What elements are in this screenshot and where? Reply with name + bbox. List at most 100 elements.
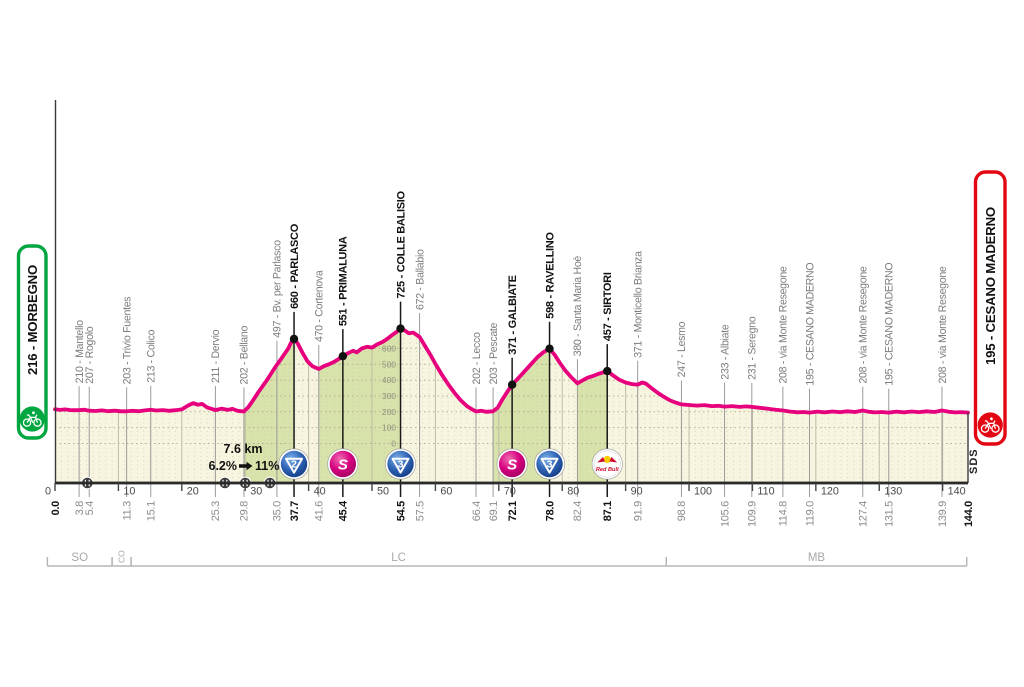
waypoint-label: 208 - via Monte Resegone — [937, 266, 949, 383]
waypoint-label: 207 - Rogolo — [84, 326, 96, 383]
waypoint-label: 202 - Bellano — [239, 326, 251, 385]
km-axis-ticks: 0 10 20 30 40 50 60 70 80 90 100 110 120 130 140 — [45, 483, 966, 498]
distance-label: 11.3 — [121, 501, 133, 521]
waypoint-label: 371 - Monticello Brianza — [632, 251, 644, 358]
distance-label: 72.1 — [507, 501, 519, 521]
distance-label: 91.9 — [632, 501, 644, 521]
km-tick-label: 50 — [377, 486, 389, 498]
red-bull-km-icon: Red Bull — [591, 448, 623, 480]
km-tick-label: 110 — [757, 486, 774, 498]
finish-badge-label: 195 - CESANO MADERNO — [983, 207, 998, 365]
summit-dot — [545, 344, 554, 353]
distance-label: 45.4 — [338, 500, 350, 521]
distance-label: 131.5 — [884, 501, 896, 527]
distance-label: 54.5 — [395, 501, 407, 521]
intermediate-sprint-icon: S — [496, 448, 528, 480]
finish-badge: 195 - CESANO MADERNO — [973, 170, 1007, 446]
profile-line — [53, 326, 970, 415]
summit-dot — [338, 351, 348, 361]
km-tick-label: 30 — [250, 486, 262, 498]
distance-label: 87.1 — [602, 501, 614, 521]
summit-dot — [289, 334, 299, 344]
distance-label: 15.1 — [146, 501, 158, 521]
arrow-right-icon — [239, 461, 253, 471]
km-axis — [55, 481, 969, 485]
distance-label: 139.9 — [937, 501, 949, 527]
km-tick-label: 10 — [123, 486, 135, 498]
waypoint-label: 470 - Cortenova — [314, 270, 326, 342]
distance-label: 29.8 — [239, 501, 251, 521]
distance-label: 78.0 — [544, 501, 556, 521]
waypoint-label: 202 - Lecco — [471, 332, 483, 384]
svg-text:11%: 11% — [255, 459, 279, 473]
km-tick-label: 140 — [948, 486, 966, 498]
km-tick-label: 0 — [45, 486, 51, 498]
waypoint-label: 598 - RAVELLINO — [544, 232, 556, 319]
province-label: CO — [117, 550, 127, 563]
distance-label: 114.8 — [778, 501, 790, 526]
waypoint-label: 551 - PRIMALUNA — [338, 236, 350, 326]
svg-text:Red Bull: Red Bull — [596, 467, 619, 473]
km-tick-label: 120 — [821, 486, 839, 498]
distance-label: 69.1 — [488, 501, 500, 521]
distance-label: 66.4 — [471, 501, 483, 521]
waypoint-label: 203 - Trivio Fuentes — [121, 297, 133, 385]
distance-label: 37.7 — [289, 501, 301, 521]
km-tick-label: 90 — [631, 486, 643, 498]
elevation-tick-label: 500 — [382, 359, 396, 369]
distance-label: 144.0 — [963, 501, 975, 527]
svg-text:6.2%: 6.2% — [209, 459, 238, 473]
distance-label: 3.8 — [74, 501, 86, 516]
svg-text:3: 3 — [547, 459, 553, 471]
elevation-tick-label: 100 — [382, 423, 396, 433]
distance-label: 41.6 — [314, 501, 326, 521]
distance-label: 5.4 — [84, 501, 96, 516]
waypoint-label: 457 - SIRTORI — [602, 272, 614, 341]
km-tick-label: 130 — [884, 486, 902, 498]
elevation-tick-label: 400 — [382, 375, 396, 385]
intermediate-sprint-icon: S — [327, 448, 359, 480]
summit-dot — [396, 324, 405, 333]
svg-text:7.6 km: 7.6 km — [224, 442, 263, 456]
waypoint-label: 247 - Lesmo — [676, 321, 688, 377]
svg-text:2: 2 — [291, 459, 297, 471]
waypoint-label: 208 - via Monte Resegone — [858, 266, 870, 383]
km-tick-label: 70 — [504, 486, 516, 498]
waypoint-label: 725 - COLLE BALISIO — [395, 190, 407, 298]
distance-label: 109.9 — [747, 501, 759, 527]
distance-label: 35.0 — [272, 501, 284, 521]
distance-label: 127.4 — [858, 501, 870, 527]
distance-label: 25.3 — [210, 501, 222, 521]
elevation-tick-label: 0 — [391, 439, 396, 449]
svg-text:S: S — [338, 456, 348, 473]
sds-watermark: SDS — [968, 448, 980, 474]
waypoint-label: 210 - Mantello — [74, 320, 86, 383]
summit-dot — [603, 366, 612, 376]
svg-text:S: S — [507, 456, 517, 473]
waypoint-label: 233 - Albiate — [719, 324, 731, 379]
climb-segment-fill — [243, 338, 294, 483]
waypoint-label: 195 - CESANO MADERNO — [804, 263, 816, 386]
waypoint-label: 213 - Colico — [146, 329, 158, 382]
start-badge: 216 - MORBEGNO — [16, 244, 48, 440]
category-2-climb-icon: 2 — [278, 448, 310, 480]
km-tick-label: 80 — [567, 486, 579, 498]
waypoint-label: 208 - via Monte Resegone — [778, 266, 790, 383]
waypoint-label: 497 - Bv. per Parlasco — [272, 240, 284, 338]
start-badge-label: 216 - MORBEGNO — [25, 265, 40, 375]
elevation-tick-label: 600 — [382, 343, 396, 353]
waypoint-label: 211 - Dervio — [210, 329, 222, 383]
province-label: LC — [391, 552, 406, 564]
climb-gradient-note: 7.6 km 6.2% 11% — [209, 442, 280, 473]
distance-label: 98.8 — [676, 501, 688, 521]
category-3-climb-icon: 3 — [385, 448, 417, 480]
cyclist-icon — [980, 417, 1000, 433]
waypoint-label: 380 - Santa Maria Hoè — [572, 256, 584, 357]
distance-label: 105.6 — [719, 501, 731, 527]
distance-label: 119.0 — [804, 501, 816, 526]
category-3-climb-icon: 3 — [534, 448, 566, 480]
km-tick-label: 60 — [440, 486, 452, 498]
province-label: MB — [808, 552, 826, 564]
